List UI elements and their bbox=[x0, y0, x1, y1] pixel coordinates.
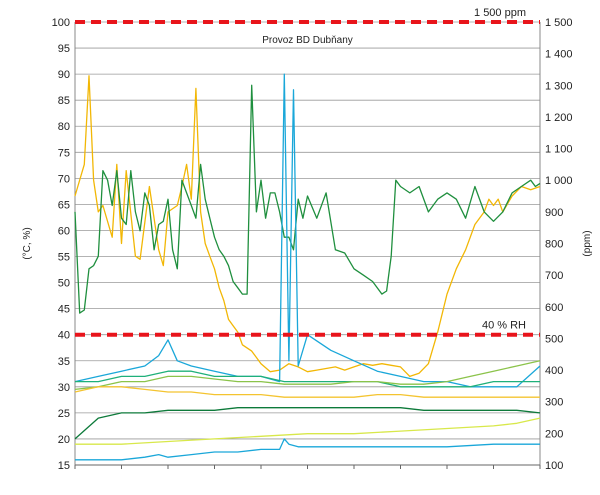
right-axis-ticks: 100 200 300 400 500 600 700 800 900 1 000 1 100 1 2… bbox=[545, 17, 573, 472]
left-tick-label: 90 bbox=[58, 69, 70, 81]
right-tick-label: 100 bbox=[545, 460, 563, 472]
series-line-6 bbox=[74, 386, 540, 398]
right-tick-label: 1 400 bbox=[545, 49, 573, 61]
right-tick-label: 400 bbox=[545, 365, 563, 377]
series-line-8 bbox=[75, 417, 541, 445]
left-tick-label: 80 bbox=[58, 121, 70, 133]
right-tick-label: 1 100 bbox=[545, 144, 573, 156]
left-tick-label: 20 bbox=[58, 434, 70, 446]
left-tick-label: 60 bbox=[58, 225, 70, 237]
series-line-5 bbox=[74, 360, 541, 391]
left-tick-label: 75 bbox=[58, 147, 70, 159]
left-tick-label: 30 bbox=[58, 382, 70, 394]
reference-line-label-1: 1 500 ppm bbox=[474, 7, 526, 19]
right-tick-label: 900 bbox=[545, 207, 563, 219]
left-tick-label: 100 bbox=[52, 17, 70, 29]
right-tick-label: 1 200 bbox=[545, 112, 573, 124]
y-axis-label-left: (°C, %) bbox=[22, 227, 33, 259]
left-tick-label: 95 bbox=[58, 43, 70, 55]
reference-lines: 1 500 ppm 40 % RH bbox=[75, 7, 540, 337]
chart-title: Provoz BD Dubňany bbox=[262, 35, 353, 46]
y-axis-label-right: (ppm) bbox=[582, 230, 593, 256]
left-tick-label: 15 bbox=[58, 460, 70, 472]
left-tick-label: 45 bbox=[58, 304, 70, 316]
left-tick-label: 35 bbox=[58, 356, 70, 368]
right-tick-label: 1 300 bbox=[545, 80, 573, 92]
left-tick-label: 25 bbox=[58, 408, 70, 420]
right-tick-label: 500 bbox=[545, 333, 563, 345]
x-axis-ticks bbox=[74, 465, 541, 469]
series-line-7 bbox=[74, 407, 541, 440]
left-axis-ticks: 15 20 25 30 35 40 45 50 55 60 65 70 75 80 85 90 95 100 bbox=[52, 17, 70, 472]
right-tick-label: 700 bbox=[545, 270, 563, 282]
right-tick-label: 300 bbox=[545, 397, 563, 409]
right-tick-label: 1 000 bbox=[545, 175, 573, 187]
series-line-3 bbox=[74, 73, 541, 388]
series-layer bbox=[74, 73, 541, 461]
series-line-9 bbox=[75, 438, 540, 461]
right-tick-label: 200 bbox=[545, 428, 563, 440]
left-tick-label: 85 bbox=[58, 95, 70, 107]
right-tick-label: 600 bbox=[545, 302, 563, 314]
left-tick-label: 55 bbox=[58, 252, 70, 264]
left-tick-label: 50 bbox=[58, 278, 70, 290]
series-line-1 bbox=[74, 75, 541, 378]
left-tick-label: 40 bbox=[58, 330, 70, 342]
right-tick-label: 800 bbox=[545, 239, 563, 251]
grid-lines bbox=[74, 21, 541, 466]
left-tick-label: 65 bbox=[58, 199, 70, 211]
series-line-4 bbox=[75, 370, 540, 388]
right-tick-label: 1 500 bbox=[545, 17, 573, 29]
left-tick-label: 70 bbox=[58, 173, 70, 185]
series-line-2 bbox=[74, 84, 541, 314]
reference-line-label-2: 40 % RH bbox=[482, 320, 526, 332]
